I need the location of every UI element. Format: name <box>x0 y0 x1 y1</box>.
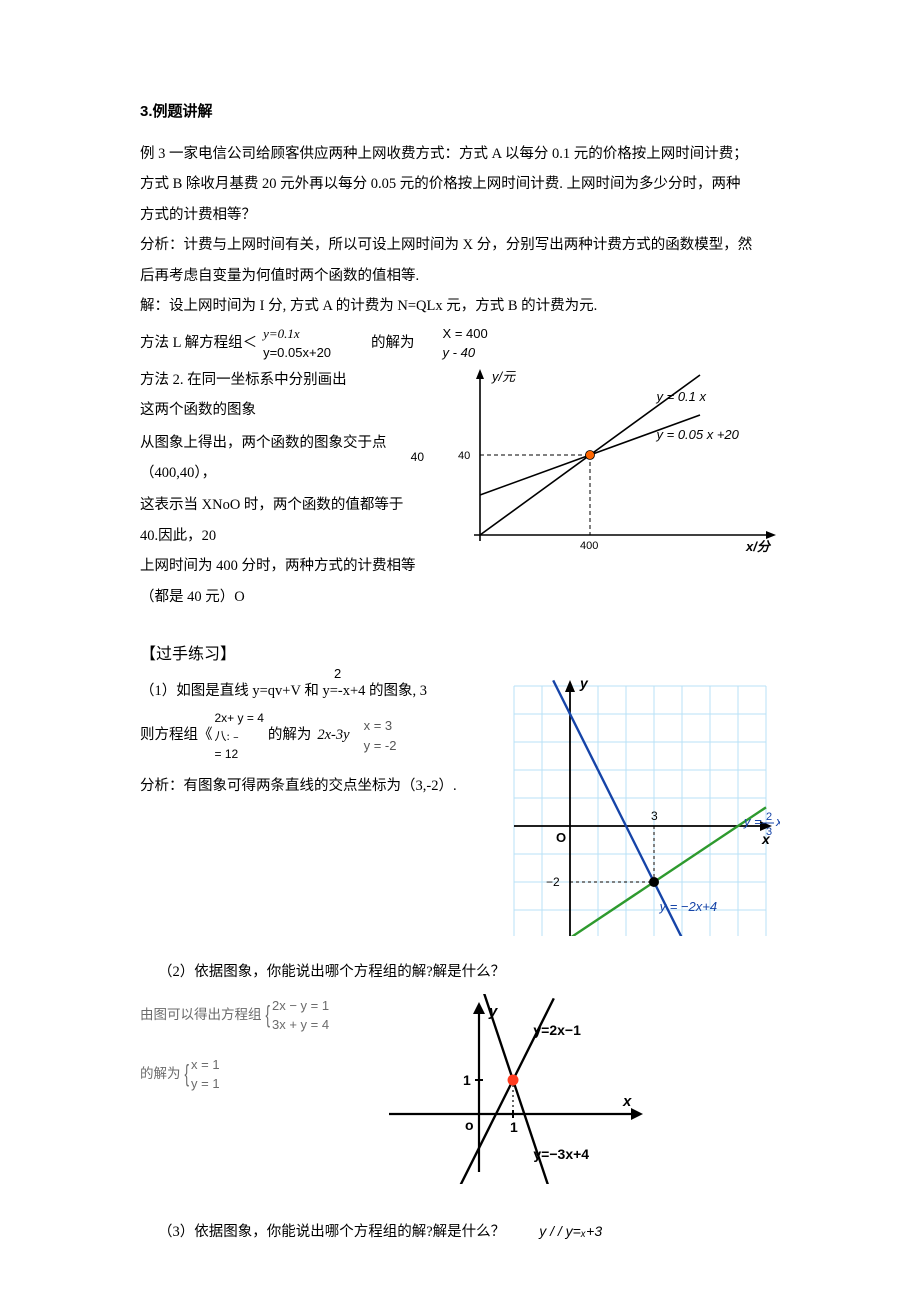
paragraph: 后再考虑自变量为何值时两个函数的值相等. <box>140 261 780 291</box>
paragraph: 方式 B 除收月基费 20 元外再以每分 0.05 元的价格按上网时间计费. 上… <box>140 169 780 199</box>
svg-text:y = 0.05 x +20: y = 0.05 x +20 <box>656 427 740 442</box>
paragraph: 上网时间为 400 分时，两种方式的计费相等（都是 40 元）O <box>140 551 424 612</box>
equation-system: y=0.1x y=0.05x+20 <box>263 324 331 363</box>
q1-eq-system: 2x+ y = 4 八:﹣ = 12 <box>215 709 264 763</box>
svg-text:O: O <box>556 830 566 845</box>
paragraph: 解：设上网时间为 I 分, 方式 A 的计费为 N=QLx 元，方式 B 的计费… <box>140 291 780 321</box>
svg-text:2: 2 <box>766 811 772 823</box>
svg-text:y = 0.1 x: y = 0.1 x <box>656 389 707 404</box>
practice-heading: 【过手练习】 <box>140 640 780 664</box>
q2-sol-system: { x = 1 y = 1 <box>185 1055 220 1094</box>
paragraph-row: 从图象上得出，两个函数的图象交于点（400,40）， 40 <box>140 428 424 489</box>
svg-text:o: o <box>465 1117 474 1133</box>
svg-text:40: 40 <box>458 450 470 462</box>
svg-text:x − 4: x − 4 <box>775 814 780 829</box>
document-page: 3.例题讲解 例 3 一家电信公司给顾客供应两种上网收费方式：方式 A 以每分 … <box>0 0 920 1309</box>
equation-mid: 的解为 <box>371 328 415 358</box>
svg-text:y = −2x+4: y = −2x+4 <box>659 899 717 914</box>
q2-line1: 由图可以得出方程组 { 2x − y = 1 3x + y = 4 <box>140 996 329 1035</box>
q1-text: 2 （1）如图是直线 y=qv+V 和 y=-x+4 的图象, 3 则方程组《 … <box>140 676 484 801</box>
number-40: 40 <box>411 445 424 470</box>
q1-eq-top: 2x+ y = 4 <box>215 709 264 727</box>
stray-2: 2 <box>334 666 341 681</box>
q1-eq-prefix: 则方程组《 <box>140 720 213 750</box>
equation-row: 方法 L 解方程组＜ y=0.1x y=0.05x+20 的解为 X = 400… <box>140 324 780 363</box>
q1-line: （1）如图是直线 y=qv+V 和 y=-x+4 的图象, 3 <box>140 676 484 706</box>
svg-text:3: 3 <box>766 826 772 838</box>
solution-top: X = 400 <box>443 324 488 344</box>
text-column: 方法 2. 在同一坐标系中分别画出 这两个函数的图象 从图象上得出，两个函数的图… <box>140 365 424 613</box>
text-chart-row: 方法 2. 在同一坐标系中分别画出 这两个函数的图象 从图象上得出，两个函数的图… <box>140 365 780 613</box>
equation-top: y=0.1x <box>263 324 331 344</box>
svg-text:x/分: x/分 <box>745 539 772 554</box>
section-title: 3.例题讲解 <box>140 100 780 121</box>
chart-grid-lines: yxO3−2y = 23 x − 4y = −2x+4 <box>500 676 780 941</box>
svg-text:y=−3x+4: y=−3x+4 <box>534 1146 590 1162</box>
equation-bottom: y=0.05x+20 <box>263 343 331 363</box>
q2-line1-text: 由图可以得出方程组 <box>140 1002 262 1028</box>
q2-line2-text: 的解为 <box>140 1061 181 1087</box>
svg-text:y =: y = <box>743 814 762 829</box>
svg-text:3: 3 <box>651 809 658 823</box>
paragraph: 这两个函数的图象 <box>140 395 424 425</box>
q3-right: y / / y=ₓ+3 <box>539 1217 602 1246</box>
q1-sol-bot: y = -2 <box>364 736 397 756</box>
svg-text:y/元: y/元 <box>491 369 516 384</box>
q2-prompt: （2）依据图象，你能说出哪个方程组的解?解是什么？ <box>140 957 780 987</box>
q1-sol-top: x = 3 <box>364 716 397 736</box>
practice-q1-row: 2 （1）如图是直线 y=qv+V 和 y=-x+4 的图象, 3 则方程组《 … <box>140 676 780 941</box>
q2-text: 由图可以得出方程组 { 2x − y = 1 3x + y = 4 的解为 { … <box>140 994 329 1096</box>
solution-system: X = 400 y - 40 <box>443 324 488 363</box>
paragraph: 例 3 一家电信公司给顾客供应两种上网收费方式：方式 A 以每分 0.1 元的价… <box>140 139 780 169</box>
svg-text:400: 400 <box>580 540 598 552</box>
paragraph: 这表示当 XNoO 时，两个函数的值都等于 40.因此，20 <box>140 490 424 551</box>
svg-text:y: y <box>579 676 589 691</box>
q3-prompt: （3）依据图象，你能说出哪个方程组的解?解是什么？ <box>158 1217 505 1247</box>
q1-mid: 的解为 <box>268 720 312 750</box>
svg-text:y=2x−1: y=2x−1 <box>534 1022 582 1038</box>
q1-eq-bot: 八:﹣ <box>215 727 264 745</box>
svg-text:y: y <box>488 1003 498 1020</box>
q3-row: （3）依据图象，你能说出哪个方程组的解?解是什么？ y / / y=ₓ+3 <box>140 1217 780 1247</box>
svg-text:1: 1 <box>463 1072 471 1088</box>
q2-eq-system: { 2x − y = 1 3x + y = 4 <box>266 996 330 1035</box>
q1-eq-bot2: = 12 <box>215 745 264 763</box>
svg-text:1: 1 <box>510 1119 518 1135</box>
svg-text:−2: −2 <box>546 875 560 889</box>
chart-telecom: y/元 x/分 40 400 y = 0.1 x y = 0.05 x +20 <box>440 365 780 570</box>
q2-eq-bot: 3x + y = 4 <box>272 1015 329 1035</box>
q2-line2: 的解为 { x = 1 y = 1 <box>140 1055 329 1094</box>
svg-text:x: x <box>622 1093 632 1110</box>
q2-sol-bot: y = 1 <box>191 1074 220 1094</box>
q1-sol: x = 3 y = -2 <box>364 716 397 755</box>
equation-prefix: 方法 L 解方程组＜ <box>140 328 257 358</box>
q2-row: 由图可以得出方程组 { 2x − y = 1 3x + y = 4 的解为 { … <box>140 994 780 1189</box>
q2-sol-top: x = 1 <box>191 1055 220 1075</box>
q1-mid2: 2x-3y <box>317 720 349 750</box>
q1-equation-row: 则方程组《 2x+ y = 4 八:﹣ = 12 的解为 2x-3y x = 3… <box>140 709 484 763</box>
q1-analysis: 分析：有图象可得两条直线的交点坐标为（3,-2）. <box>140 771 484 801</box>
paragraph: 从图象上得出，两个函数的图象交于点（400,40）， <box>140 428 393 489</box>
solution-bottom: y - 40 <box>443 343 488 363</box>
q2-eq-top: 2x − y = 1 <box>272 996 329 1016</box>
paragraph: 方式的计费相等？ <box>140 200 780 230</box>
paragraph: 方法 2. 在同一坐标系中分别画出 <box>140 365 424 395</box>
chart-intersection: y x o 1 1 y=2x−1 y=−3x+4 <box>369 994 649 1189</box>
paragraph: 分析：计费与上网时间有关，所以可设上网时间为 X 分，分别写出两种计费方式的函数… <box>140 230 780 260</box>
